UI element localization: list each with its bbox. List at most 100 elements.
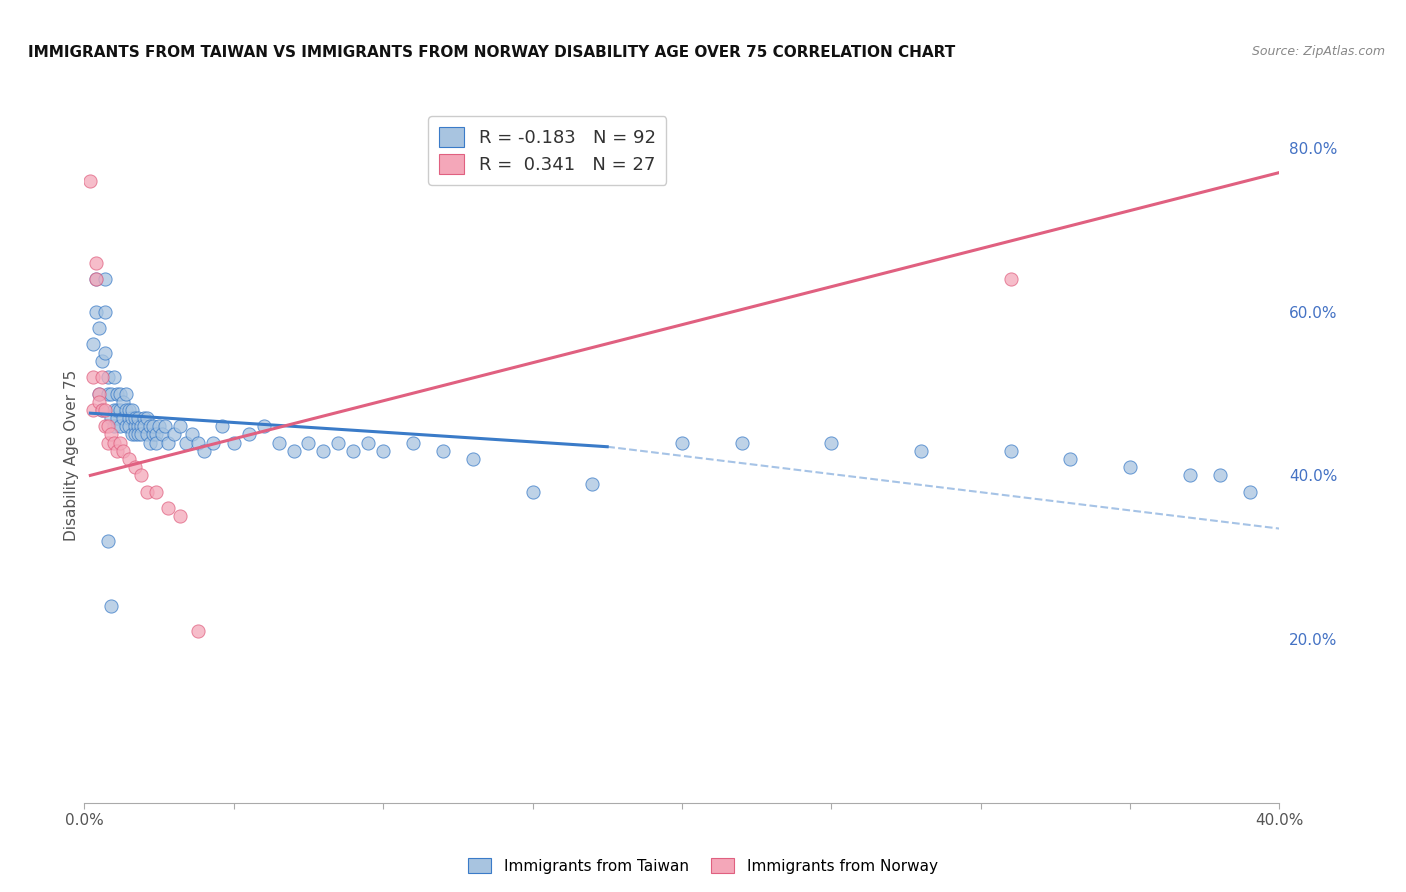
Point — [127, 419, 149, 434]
Point — [150, 427, 173, 442]
Point — [112, 443, 135, 458]
Point — [267, 435, 290, 450]
Point — [1239, 484, 1261, 499]
Point — [169, 509, 191, 524]
Point — [283, 443, 305, 458]
Point — [127, 427, 149, 442]
Point — [82, 337, 104, 351]
Point — [129, 427, 152, 442]
Point — [136, 427, 159, 442]
Point — [86, 255, 108, 269]
Point — [222, 435, 245, 450]
Point — [105, 411, 128, 425]
Point — [342, 443, 364, 458]
Point — [201, 435, 224, 450]
Point — [82, 403, 104, 417]
Point — [115, 386, 138, 401]
Point — [124, 427, 146, 442]
Point — [110, 386, 132, 401]
Point — [169, 419, 191, 434]
Point — [121, 427, 143, 442]
Legend: Immigrants from Taiwan, Immigrants from Norway: Immigrants from Taiwan, Immigrants from … — [463, 852, 943, 880]
Point — [100, 386, 122, 401]
Point — [581, 476, 603, 491]
Point — [105, 386, 128, 401]
Point — [82, 370, 104, 384]
Point — [100, 411, 122, 425]
Point — [97, 386, 120, 401]
Point — [115, 403, 138, 417]
Point — [121, 403, 143, 417]
Point — [86, 272, 108, 286]
Point — [121, 411, 143, 425]
Point — [103, 403, 125, 417]
Text: Source: ZipAtlas.com: Source: ZipAtlas.com — [1251, 45, 1385, 58]
Point — [1059, 452, 1081, 467]
Point — [94, 272, 117, 286]
Point — [97, 370, 120, 384]
Point — [253, 419, 276, 434]
Point — [94, 403, 117, 417]
Point — [100, 599, 122, 614]
Point — [118, 452, 141, 467]
Point — [127, 411, 149, 425]
Point — [139, 435, 162, 450]
Point — [94, 345, 117, 359]
Point — [461, 452, 484, 467]
Point — [79, 174, 101, 188]
Point — [103, 435, 125, 450]
Point — [97, 419, 120, 434]
Point — [174, 435, 197, 450]
Point — [1000, 443, 1022, 458]
Point — [100, 427, 122, 442]
Text: IMMIGRANTS FROM TAIWAN VS IMMIGRANTS FROM NORWAY DISABILITY AGE OVER 75 CORRELAT: IMMIGRANTS FROM TAIWAN VS IMMIGRANTS FRO… — [28, 45, 955, 60]
Point — [1000, 272, 1022, 286]
Point — [115, 419, 138, 434]
Point — [86, 272, 108, 286]
Point — [112, 411, 135, 425]
Point — [132, 419, 156, 434]
Point — [124, 411, 146, 425]
Legend: R = -0.183   N = 92, R =  0.341   N = 27: R = -0.183 N = 92, R = 0.341 N = 27 — [427, 116, 666, 185]
Point — [89, 394, 111, 409]
Point — [157, 435, 180, 450]
Point — [118, 419, 141, 434]
Point — [357, 435, 380, 450]
Point — [105, 443, 128, 458]
Point — [105, 403, 128, 417]
Point — [118, 403, 141, 417]
Point — [110, 403, 132, 417]
Point — [1119, 460, 1142, 475]
Point — [124, 419, 146, 434]
Point — [91, 353, 114, 368]
Point — [187, 624, 209, 638]
Point — [145, 435, 167, 450]
Point — [432, 443, 454, 458]
Point — [103, 370, 125, 384]
Point — [129, 468, 152, 483]
Point — [187, 435, 209, 450]
Point — [142, 419, 165, 434]
Point — [94, 304, 117, 318]
Point — [731, 435, 754, 450]
Y-axis label: Disability Age Over 75: Disability Age Over 75 — [63, 369, 79, 541]
Point — [91, 403, 114, 417]
Point — [89, 386, 111, 401]
Point — [312, 443, 335, 458]
Point — [97, 533, 120, 548]
Point — [86, 304, 108, 318]
Point — [328, 435, 350, 450]
Point — [103, 419, 125, 434]
Point — [145, 484, 167, 499]
Point — [132, 411, 156, 425]
Point — [163, 427, 186, 442]
Point — [118, 411, 141, 425]
Point — [373, 443, 395, 458]
Point — [89, 386, 111, 401]
Point — [124, 460, 146, 475]
Point — [1178, 468, 1201, 483]
Point — [145, 427, 167, 442]
Point — [136, 484, 159, 499]
Point — [110, 419, 132, 434]
Point — [91, 370, 114, 384]
